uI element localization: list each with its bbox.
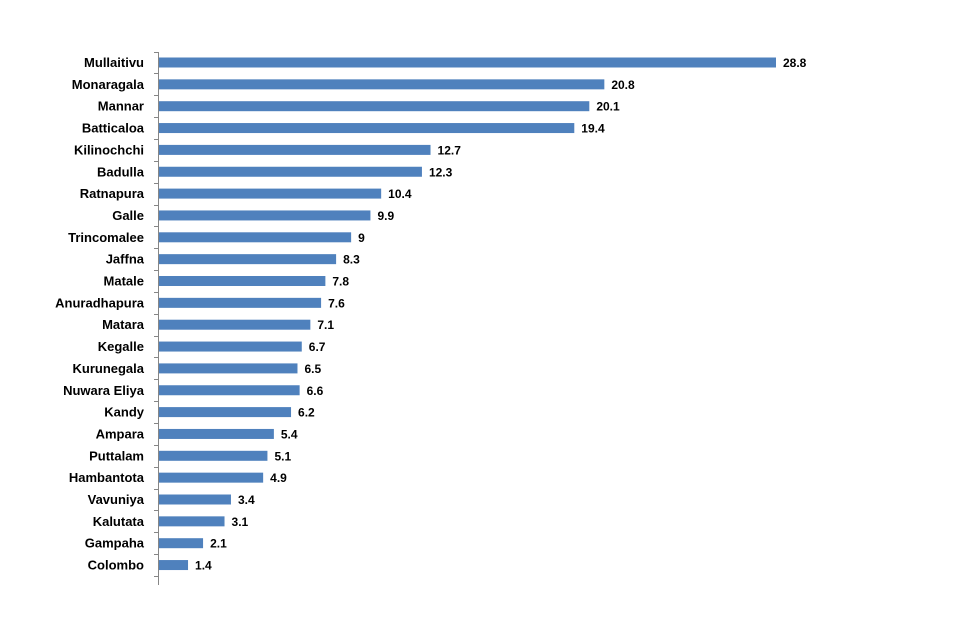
bar-colombo	[159, 560, 189, 571]
chart-axis	[154, 52, 159, 585]
bar-matara	[159, 319, 311, 330]
bar-badulla	[159, 166, 422, 177]
value-label: 1.4	[195, 559, 212, 573]
bar-jaffna	[159, 254, 337, 265]
chart-bars	[159, 57, 776, 571]
category-label: Ratnapura	[80, 186, 145, 201]
category-label: Puttalam	[89, 448, 144, 463]
bar-hambantota	[159, 472, 264, 483]
category-label: Matara	[102, 317, 145, 332]
bar-monaragala	[159, 79, 605, 90]
bar-mullaitivu	[159, 57, 776, 68]
bar-galle	[159, 210, 371, 221]
value-label: 9	[358, 231, 365, 245]
value-label: 3.4	[238, 493, 255, 507]
bar-kilinochchi	[159, 144, 431, 155]
category-label: Mannar	[98, 99, 144, 114]
bar-vavuniya	[159, 494, 231, 505]
bar-kandy	[159, 407, 292, 418]
bar-anuradhapura	[159, 297, 322, 308]
value-label: 7.1	[317, 318, 334, 332]
bar-trincomalee	[159, 232, 352, 243]
bar-ampara	[159, 428, 274, 439]
category-label: Galle	[112, 208, 144, 223]
value-label: 8.3	[343, 253, 360, 267]
bar-matale	[159, 276, 326, 286]
category-label: Badulla	[97, 164, 145, 179]
category-label: Kurunegala	[72, 361, 144, 376]
category-labels: Mullaitivu Monaragala Mannar Batticaloa Kili…	[55, 55, 145, 573]
category-label: Nuwara Eliya	[63, 383, 145, 398]
value-label: 19.4	[581, 122, 605, 136]
category-label: Matale	[104, 274, 144, 289]
value-label: 3.1	[232, 515, 249, 529]
value-label: 7.8	[332, 275, 349, 289]
category-label: Ampara	[96, 426, 145, 441]
category-label: Vavuniya	[88, 492, 145, 507]
value-label: 6.5	[304, 362, 321, 376]
category-label: Batticaloa	[82, 121, 145, 136]
value-label: 5.4	[281, 427, 298, 441]
bar-mannar	[159, 101, 590, 112]
category-label: Trincomalee	[68, 230, 144, 245]
bar-nuwara-eliya	[159, 385, 300, 396]
value-label: 12.7	[438, 143, 462, 157]
value-label: 2.1	[210, 537, 227, 551]
category-label: Mullaitivu	[84, 55, 144, 70]
value-label: 20.1	[596, 100, 620, 114]
value-labels: 28.8 20.8 20.1 19.4 12.7 12.3 10.4 9.9 9 8.3 7.8 7.…	[195, 56, 807, 573]
category-label: Colombo	[88, 558, 144, 573]
value-label: 4.9	[270, 471, 287, 485]
category-label: Gampaha	[85, 536, 145, 551]
value-label: 10.4	[388, 187, 412, 201]
category-label: Kegalle	[98, 339, 144, 354]
value-label: 6.6	[307, 384, 324, 398]
bar-batticaloa	[159, 123, 575, 134]
bar-kurunegala	[159, 363, 298, 374]
bar-kegalle	[159, 341, 302, 352]
category-label: Kalutata	[93, 514, 145, 529]
value-label: 9.9	[377, 209, 394, 223]
category-label: Kandy	[104, 405, 145, 420]
category-label: Jaffna	[106, 252, 145, 267]
category-label: Monaragala	[72, 77, 145, 92]
value-label: 20.8	[611, 78, 635, 92]
bar-gampaha	[159, 538, 204, 549]
value-label: 6.2	[298, 406, 315, 420]
category-label: Kilinochchi	[74, 142, 144, 157]
bar-puttalam	[159, 450, 268, 461]
category-label: Hambantota	[69, 470, 145, 485]
value-label: 28.8	[783, 56, 807, 70]
bar-ratnapura	[159, 188, 382, 199]
value-label: 7.6	[328, 296, 345, 310]
value-label: 12.3	[429, 165, 453, 179]
value-label: 5.1	[274, 449, 291, 463]
bar-kalutata	[159, 516, 225, 527]
value-label: 6.7	[309, 340, 326, 354]
category-label: Anuradhapura	[55, 295, 145, 310]
